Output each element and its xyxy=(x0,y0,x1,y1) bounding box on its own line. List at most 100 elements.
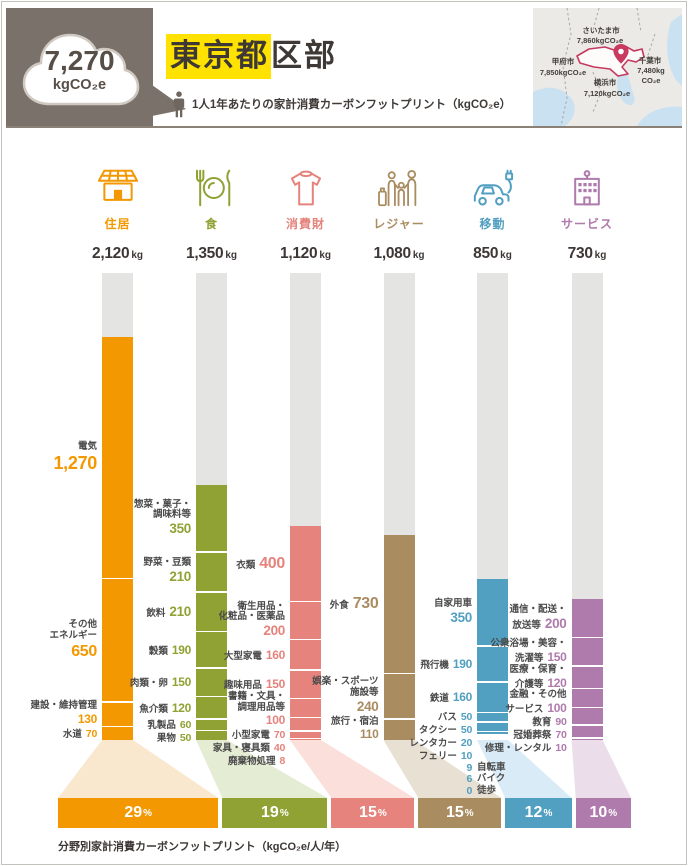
segment-divider xyxy=(290,730,321,732)
category-total-unit: kg xyxy=(594,250,607,261)
bar-segment xyxy=(571,707,603,725)
segment-label: レンタカー 20 xyxy=(382,737,472,750)
map-city-chiba-value: 7,480kg xyxy=(637,66,665,75)
segment-value: 8 xyxy=(279,754,285,767)
segment-divider xyxy=(290,669,321,671)
bar-segment xyxy=(290,730,321,739)
segment-value: 120 xyxy=(547,675,567,690)
segment-divider xyxy=(383,718,415,720)
segment-value: 190 xyxy=(452,657,472,671)
segment-label: 冠婚葬祭 70 xyxy=(477,729,566,742)
segment-value: 70 xyxy=(85,727,97,740)
segment-divider xyxy=(102,725,133,728)
segment-divider xyxy=(290,600,321,603)
bar-segment xyxy=(571,665,603,689)
category-label: 食 xyxy=(204,217,218,231)
bar-segment xyxy=(102,701,133,727)
segment-value: 200 xyxy=(544,616,567,632)
segment-name: タクシー xyxy=(418,724,457,736)
segment-divider xyxy=(477,734,508,736)
segment-divider xyxy=(571,737,603,739)
building-icon xyxy=(532,166,642,208)
cutlery-plate-icon xyxy=(157,166,267,208)
funnel-shape xyxy=(58,740,219,798)
segment-divider xyxy=(477,738,508,740)
segment-value: 90 xyxy=(555,715,567,728)
segment-name: 衛生用品・ xyxy=(237,600,285,612)
segment-name: 穀類 xyxy=(148,645,168,657)
segment-label: 6 バイク xyxy=(382,773,505,785)
category-bar-goods xyxy=(290,525,321,740)
title-highlight: 東京都 xyxy=(166,34,271,79)
map-city-saitama: さいたま市 xyxy=(582,25,620,35)
segment-value: 150 xyxy=(547,650,567,665)
segment-label: 医療・保育・ 介護等 120 xyxy=(477,664,567,691)
segment-divider xyxy=(477,645,508,647)
segment-divider xyxy=(196,718,227,720)
segment-name: 乳製品 xyxy=(147,719,176,731)
category-total: 2,120 kg xyxy=(63,245,173,263)
category-bar-mobility xyxy=(477,579,508,740)
segment-divider xyxy=(290,697,321,700)
bar-segment xyxy=(290,670,321,699)
category-total: 1,080 kg xyxy=(344,245,454,263)
funnel-shape xyxy=(571,740,631,798)
segment-label: 9 自転車 xyxy=(382,761,505,774)
segment-value: 9 xyxy=(466,761,472,774)
segment-value: 150 xyxy=(171,675,191,690)
segment-name: 教育 xyxy=(532,716,552,728)
bar-segment xyxy=(196,719,227,731)
percent-segment-mobility: 12% xyxy=(505,798,572,828)
funnel-shape xyxy=(196,740,328,798)
header-divider xyxy=(6,126,682,128)
segment-label: 大型家電 160 xyxy=(195,648,285,663)
segment-divider xyxy=(571,724,603,726)
bar-segment xyxy=(102,578,133,702)
bar-segment xyxy=(290,738,321,740)
segment-label: 電気 1,270 xyxy=(7,441,97,474)
bar-segment xyxy=(102,726,133,740)
segment-name: 外食 xyxy=(329,600,349,612)
segment-label: 0 徒歩 xyxy=(382,784,496,797)
segment-divider xyxy=(290,638,321,641)
segment-divider xyxy=(196,667,227,669)
category-total: 850 kg xyxy=(438,245,548,263)
percent-sign: % xyxy=(377,807,387,819)
segment-value: 20 xyxy=(460,736,472,749)
map-city-saitama-value: 7,860kgCO₂e xyxy=(577,36,623,45)
bar-segment xyxy=(477,682,508,713)
segment-name: 旅行・宿泊 xyxy=(330,715,379,727)
segment-value: 70 xyxy=(273,728,285,741)
segment-divider xyxy=(196,695,227,698)
category-label: 住居 xyxy=(104,217,131,231)
segment-value: 400 xyxy=(259,554,285,572)
bar-segment xyxy=(196,667,227,697)
segment-name: その他 xyxy=(68,618,97,630)
bar-segment xyxy=(477,645,508,683)
segment-label: 廃棄物処理 8 xyxy=(195,755,285,768)
segment-name: 自転車 xyxy=(477,761,506,773)
region-map: さいたま市 7,860kgCO₂e 甲府市 7,850kgCO₂e 千葉市 7,… xyxy=(533,8,682,126)
funnel-shape xyxy=(383,740,502,798)
category-total-unit: kg xyxy=(319,250,331,261)
percent-value: 15 xyxy=(359,804,377,821)
segment-label: 飲料 210 xyxy=(101,604,191,620)
header-band: 7,270 kgCO₂e 東京都区部 1人1年あたりの家計消費カーボンフットプリ… xyxy=(6,8,682,126)
bar-segment xyxy=(290,601,321,640)
segment-divider xyxy=(290,716,321,719)
segment-value: 0 xyxy=(466,784,472,797)
segment-name: バイク xyxy=(477,773,506,785)
segment-name: サービス xyxy=(505,703,544,715)
bar-segment xyxy=(571,724,603,739)
segment-label: 惣菜・菓子・ 調味料等 350 xyxy=(101,499,191,538)
category-total-unit: kg xyxy=(412,250,425,261)
percent-segment-housing: 29% xyxy=(58,798,219,828)
category-total-value: 730 xyxy=(567,245,593,262)
segment-name: 公衆浴場・美容・ xyxy=(490,638,567,650)
category-bar-food xyxy=(196,485,227,740)
segment-name: バス xyxy=(437,711,457,723)
segment-value: 240 xyxy=(356,698,379,714)
segment-name: 施設等 xyxy=(349,687,379,699)
segment-value: 10 xyxy=(555,741,567,754)
